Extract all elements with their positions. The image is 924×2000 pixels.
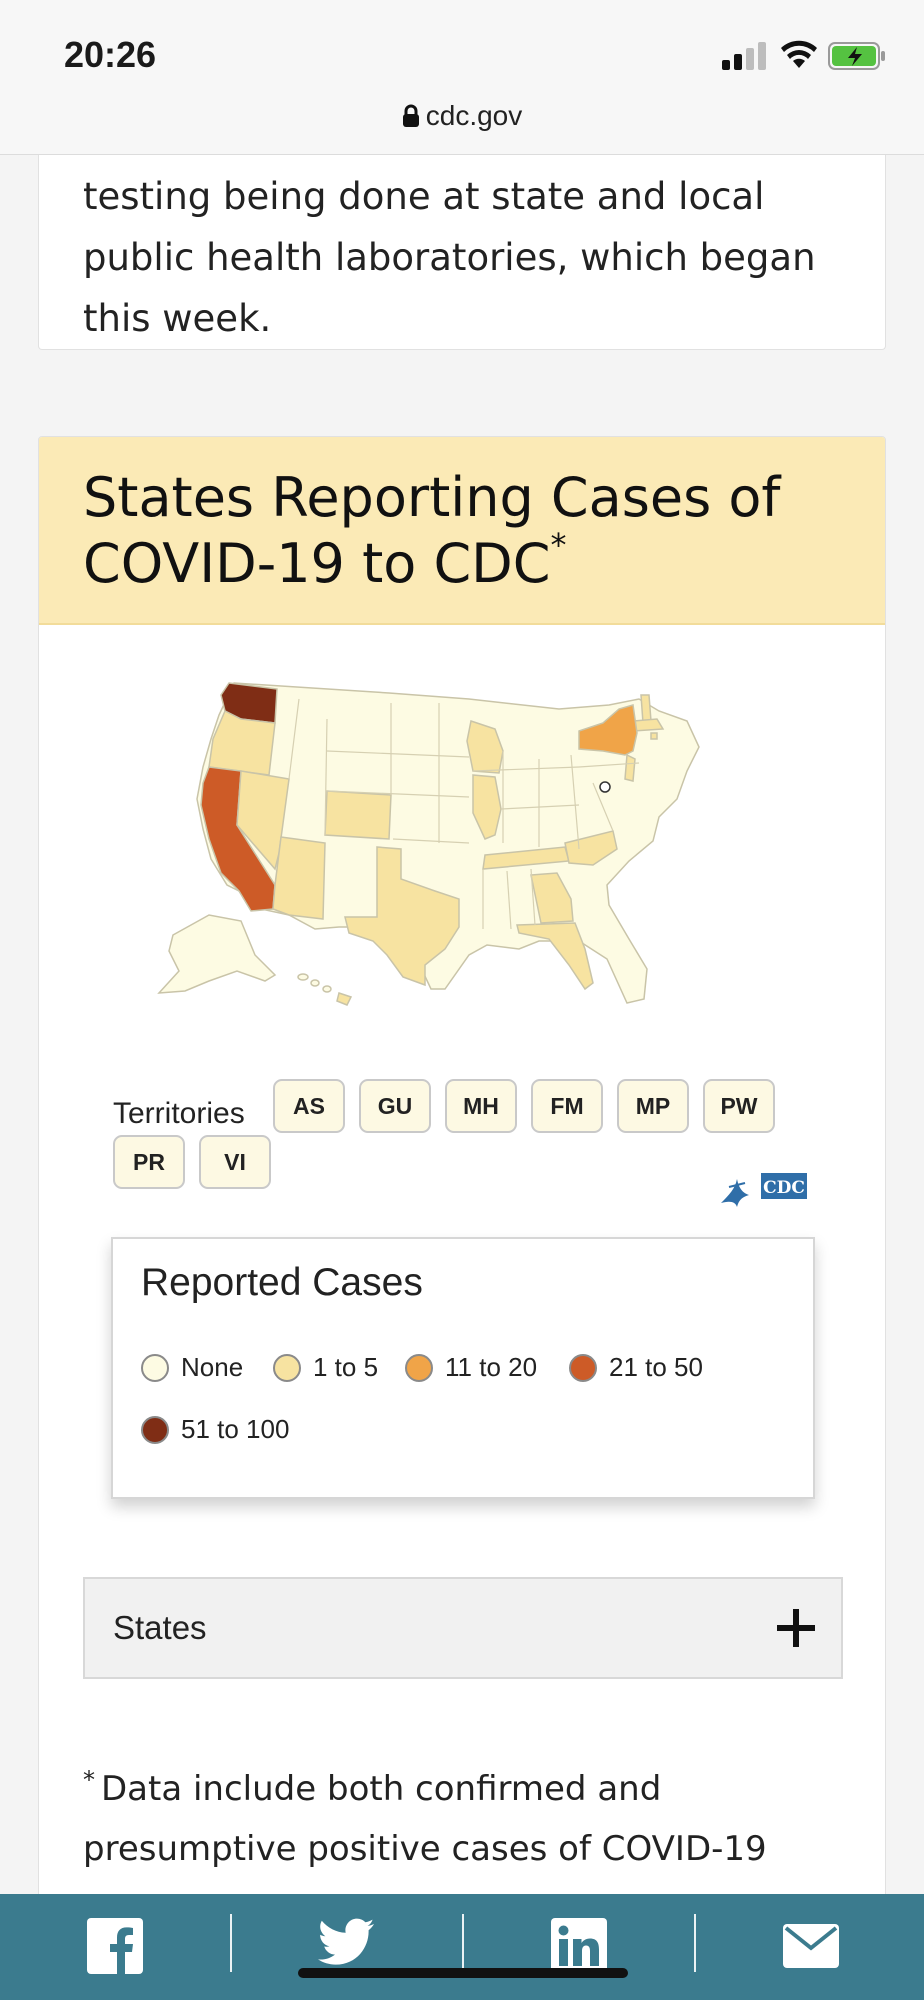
territory-button-vi[interactable]: VI: [199, 1135, 271, 1189]
state-florida: [516, 922, 594, 991]
state-north-carolina: [564, 830, 618, 866]
share-divider: [462, 1914, 464, 1972]
state-colorado: [324, 790, 392, 840]
state-illinois: [472, 774, 502, 840]
email-icon: [783, 1924, 839, 1968]
share-facebook-button[interactable]: [0, 1912, 230, 1992]
cdc-logo: CDC: [721, 1173, 807, 1207]
twitter-icon: [318, 1918, 374, 1965]
legend-label: 51 to 100: [181, 1414, 290, 1444]
territory-button-as[interactable]: AS: [273, 1079, 345, 1133]
legend-swatch: [141, 1416, 169, 1444]
wifi-icon: [781, 40, 817, 68]
share-linkedin-button[interactable]: [464, 1912, 694, 1992]
territory-button-fm[interactable]: FM: [531, 1079, 603, 1133]
state-massachusetts: [632, 718, 665, 732]
share-twitter-button[interactable]: [232, 1912, 462, 1992]
footnote: * Data include both confirmed and presump…: [83, 1759, 863, 1879]
state-arizona: [272, 836, 326, 920]
state-rhode-island: [650, 732, 658, 740]
status-time: 20:26: [64, 34, 157, 75]
territory-button-mp[interactable]: MP: [617, 1079, 689, 1133]
state-georgia: [530, 872, 574, 924]
title-footnote-mark: *: [550, 526, 567, 564]
facebook-icon: [87, 1918, 143, 1974]
state-new-york: [578, 704, 638, 756]
legend-label: 11 to 20: [445, 1352, 538, 1382]
home-indicator: [298, 1968, 628, 1978]
states-accordion-label: States: [113, 1609, 207, 1646]
card-title: States Reporting Cases of COVID-19 to CD…: [83, 465, 843, 597]
share-divider: [230, 1914, 232, 1972]
footnote-text: Data include both confirmed and presumpt…: [83, 1769, 767, 1869]
legend-label: None: [181, 1352, 244, 1382]
legend-label: 1 to 5: [313, 1352, 379, 1382]
state-new-hampshire: [640, 694, 652, 724]
territory-button-pw[interactable]: PW: [703, 1079, 775, 1133]
linkedin-icon: [551, 1918, 607, 1974]
card-header: States Reporting Cases of COVID-19 to CD…: [39, 437, 885, 625]
address-bar[interactable]: cdc.gov: [0, 100, 924, 132]
territory-button-gu[interactable]: GU: [359, 1079, 431, 1133]
legend-title: Reported Cases: [141, 1261, 423, 1304]
state-hawaii: [297, 973, 353, 1006]
cellular-signal-icon: [722, 42, 766, 70]
us-cases-map[interactable]: [139, 659, 839, 1079]
legend-item-21-to-50: 21 to 50: [569, 1351, 703, 1383]
legend-swatch: [273, 1354, 301, 1382]
states-accordion[interactable]: States: [83, 1577, 843, 1679]
browser-status-bar: 20:26 cdc.gov: [0, 0, 924, 155]
intro-card: been tested at CDC. This does not includ…: [38, 130, 886, 350]
share-bar: [0, 1894, 924, 2000]
legend-swatch: [141, 1354, 169, 1382]
territory-button-mh[interactable]: MH: [445, 1079, 517, 1133]
state-texas: [344, 846, 460, 987]
intro-text: been tested at CDC. This does not includ…: [83, 130, 863, 340]
legend-item-1-to-5: 1 to 5: [273, 1351, 378, 1383]
legend-item-11-to-20: 11 to 20: [405, 1351, 537, 1383]
state-nevada: [236, 770, 290, 871]
url-text: cdc.gov: [425, 100, 523, 131]
legend-label: 21 to 50: [609, 1352, 703, 1382]
legend-item-51-to-100: 51 to 100: [141, 1413, 289, 1445]
lock-icon: [402, 104, 419, 127]
states-reporting-card: States Reporting Cases of COVID-19 to CD…: [38, 436, 886, 1916]
footnote-mark: *: [83, 1766, 95, 1794]
reported-cases-legend: Reported Cases None 1 to 5 11 to 20 21 t…: [111, 1237, 815, 1499]
dc-marker: [599, 781, 611, 793]
svg-text:CDC: CDC: [763, 1178, 805, 1198]
legend-swatch: [405, 1354, 433, 1382]
state-alaska: [157, 914, 277, 994]
share-email-button[interactable]: [696, 1912, 924, 1992]
territory-button-pr[interactable]: PR: [113, 1135, 185, 1189]
legend-swatch: [569, 1354, 597, 1382]
state-wisconsin: [466, 720, 504, 774]
state-new-jersey: [624, 753, 636, 782]
card-title-text: States Reporting Cases of COVID-19 to CD…: [83, 466, 781, 595]
expand-plus-icon[interactable]: [775, 1607, 817, 1649]
share-divider: [694, 1914, 696, 1972]
territories-label: Territories: [113, 1097, 245, 1130]
battery-charging-icon: [828, 42, 885, 70]
legend-item-none: None: [141, 1351, 243, 1383]
